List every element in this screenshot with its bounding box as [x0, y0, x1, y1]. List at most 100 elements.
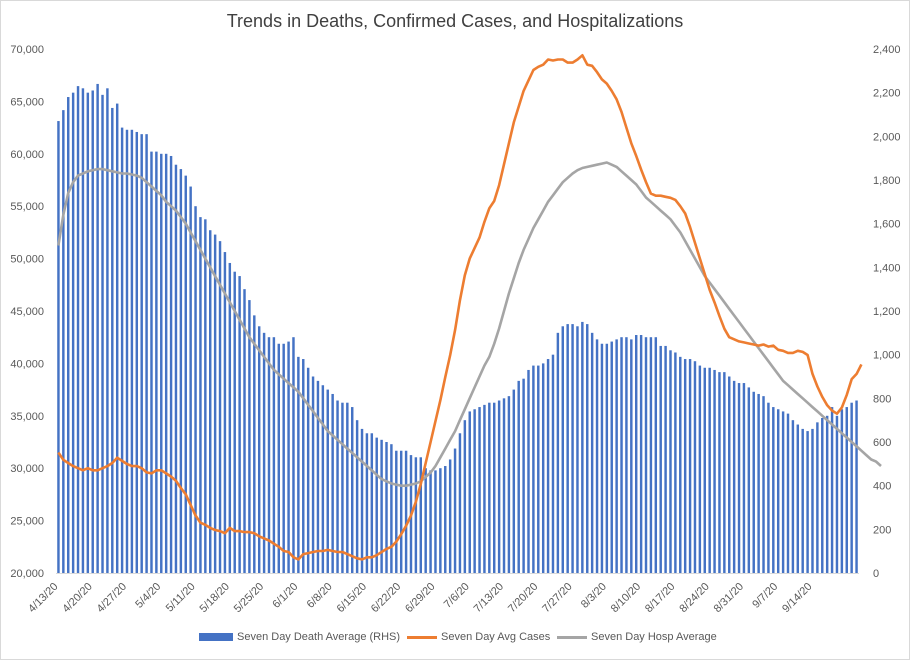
- death-bar: [91, 90, 94, 573]
- death-bar: [654, 337, 658, 573]
- death-bar: [57, 121, 60, 574]
- death-bar: [380, 439, 383, 573]
- death-bar: [703, 367, 706, 573]
- legend-item-deaths: Seven Day Death Average (RHS): [199, 631, 400, 643]
- y-left-tick-label: 70,000: [10, 44, 44, 56]
- legend-item-hosp: Seven Day Hosp Average: [557, 631, 717, 643]
- death-bar: [355, 420, 359, 573]
- x-tick-label: 8/3/20: [579, 581, 609, 611]
- x-tick-label: 6/15/20: [335, 581, 369, 615]
- death-bar: [796, 424, 800, 573]
- y-left-tick-label: 30,000: [10, 463, 44, 475]
- death-bar: [194, 206, 197, 573]
- death-bar: [331, 393, 334, 573]
- death-bar: [502, 398, 506, 573]
- x-tick-label: 8/31/20: [712, 581, 746, 615]
- death-bar: [238, 276, 241, 573]
- death-bar: [517, 380, 520, 573]
- x-tick-label: 6/1/20: [270, 581, 300, 611]
- death-bar: [762, 396, 765, 573]
- x-tick-label: 5/25/20: [232, 581, 266, 615]
- death-bar: [669, 350, 672, 573]
- death-bar: [213, 234, 217, 574]
- death-bar: [845, 407, 848, 573]
- death-bar: [463, 420, 467, 573]
- death-bar: [806, 431, 809, 573]
- y-left-tick-label: 25,000: [10, 516, 44, 528]
- death-bar: [228, 262, 232, 573]
- cases-average-line: [57, 53, 863, 561]
- y-right-tick-label: 2,200: [873, 88, 901, 100]
- death-bar: [62, 110, 65, 573]
- death-bar: [610, 341, 613, 573]
- death-bar: [566, 324, 569, 573]
- death-bar: [434, 470, 437, 573]
- death-bar: [835, 415, 839, 573]
- death-bar: [478, 407, 481, 573]
- death-bar: [556, 332, 560, 573]
- death-bar: [115, 103, 119, 573]
- death-bar: [551, 354, 555, 573]
- death-bar: [532, 365, 535, 573]
- death-bar: [351, 407, 354, 573]
- y-left-tick-label: 55,000: [10, 201, 44, 213]
- death-bar: [429, 470, 432, 573]
- death-bar: [370, 433, 374, 573]
- death-bar: [634, 335, 638, 573]
- death-bar: [414, 457, 418, 573]
- death-bar: [840, 409, 844, 573]
- death-bar: [497, 400, 501, 573]
- x-tick-label: 7/13/20: [472, 581, 506, 615]
- death-bar: [243, 289, 246, 573]
- death-bar: [821, 417, 824, 573]
- death-bar: [292, 337, 295, 573]
- death-bar: [458, 433, 462, 573]
- death-bar: [375, 437, 378, 573]
- death-bar: [512, 389, 516, 573]
- x-tick-label: 7/6/20: [442, 581, 472, 611]
- death-bar: [282, 343, 285, 573]
- x-tick-label: 4/13/20: [26, 581, 60, 615]
- death-bar: [76, 86, 80, 573]
- death-bar: [199, 217, 202, 573]
- death-bar: [179, 169, 183, 574]
- x-tick-label: 5/18/20: [198, 581, 232, 615]
- death-bar: [776, 409, 780, 573]
- death-bar: [752, 391, 755, 573]
- y-right-tick-label: 200: [873, 524, 891, 536]
- death-bar: [130, 129, 134, 574]
- death-bar: [850, 402, 853, 573]
- death-bar: [747, 387, 751, 573]
- legend-item-cases: Seven Day Avg Cases: [407, 631, 550, 643]
- death-bar: [816, 422, 819, 573]
- y-right-tick-label: 1,200: [873, 306, 901, 318]
- death-bar: [576, 326, 579, 573]
- y-left-tick-label: 45,000: [10, 306, 44, 318]
- death-bar: [605, 343, 609, 573]
- death-bar: [67, 97, 70, 574]
- death-bar: [385, 442, 388, 573]
- death-bar: [86, 92, 90, 574]
- death-bar: [590, 332, 594, 573]
- death-bar: [801, 428, 804, 573]
- death-bar: [615, 339, 618, 573]
- death-bar: [336, 400, 339, 573]
- y-right-tick-label: 1,400: [873, 262, 901, 274]
- death-bar: [639, 335, 643, 573]
- death-bar: [257, 326, 261, 573]
- death-bar: [155, 151, 158, 573]
- death-bar: [404, 450, 408, 573]
- y-right-tick-label: 2,400: [873, 44, 901, 56]
- death-bar: [683, 359, 687, 573]
- death-bar: [106, 88, 109, 574]
- death-bar: [223, 252, 227, 574]
- death-bar: [101, 94, 104, 573]
- death-bar: [189, 186, 192, 574]
- death-bar: [473, 409, 476, 573]
- death-bar: [111, 107, 114, 573]
- x-tick-label: 7/27/20: [540, 581, 574, 615]
- death-bar: [399, 450, 403, 573]
- death-bar: [444, 466, 447, 573]
- death-bar: [209, 230, 212, 573]
